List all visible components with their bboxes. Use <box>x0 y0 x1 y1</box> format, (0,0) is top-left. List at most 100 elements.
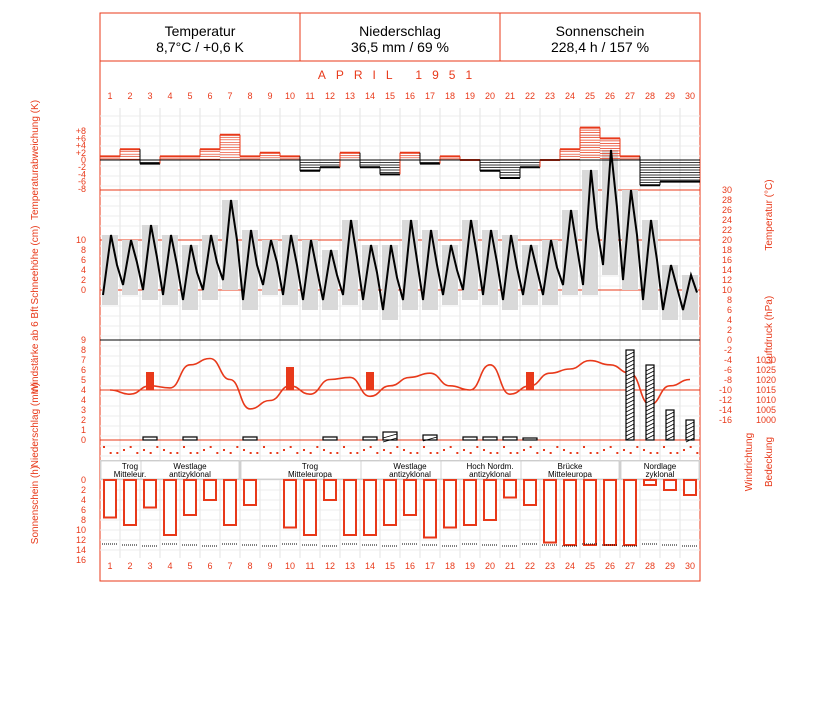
sunshine-bar <box>203 479 217 501</box>
temp-tick: -8 <box>724 375 732 385</box>
precip-hatch <box>625 383 635 389</box>
precip-hatch <box>665 411 675 417</box>
wind-dir-dot <box>496 452 499 454</box>
precip-hatch <box>625 371 635 377</box>
wind-dir-dot <box>523 449 525 451</box>
day-label: 13 <box>345 561 355 571</box>
temp-dev-bar <box>200 149 220 160</box>
precip-hatch <box>645 414 655 420</box>
precip-hatch <box>645 386 655 392</box>
temp-dev-bar <box>120 149 140 160</box>
sunshine-bar <box>663 479 677 491</box>
precip-bar <box>482 436 498 441</box>
sunshine-bar <box>323 479 337 501</box>
day-label: 13 <box>345 91 355 101</box>
wind-dir-dot <box>103 446 105 448</box>
precip-hatch <box>625 387 635 393</box>
pressure-tick: 1030 <box>756 355 776 365</box>
sunshine-bar <box>123 479 137 526</box>
precip-bar <box>362 436 378 441</box>
precip-hatch <box>625 427 635 433</box>
day-label: 17 <box>425 91 435 101</box>
precip-hatch <box>645 390 655 396</box>
temp-tick: 2 <box>727 325 732 335</box>
day-label: 18 <box>445 561 455 571</box>
axis-title-precip: Niederschlag (mm) <box>30 383 41 467</box>
day-label: 3 <box>147 561 152 571</box>
temp-dev-bar <box>300 160 320 171</box>
precip-hatch <box>625 435 635 441</box>
sunshine-bar <box>463 479 477 526</box>
wind-dir-dot <box>683 449 685 451</box>
day-label: 28 <box>645 91 655 101</box>
day-label: 26 <box>605 91 615 101</box>
pressure-tick: 1010 <box>756 395 776 405</box>
wind-tick: 8 <box>81 345 86 355</box>
sun-tick: 4 <box>81 495 86 505</box>
day-label: 12 <box>325 561 335 571</box>
wind-dir-dot <box>296 452 299 454</box>
axis-title-wind_dir: Windrichtung <box>744 433 755 491</box>
sunshine-bar <box>383 479 397 526</box>
day-label: 30 <box>685 561 695 571</box>
weather-type-label: Westlage <box>173 462 207 471</box>
wind-dir-dot <box>509 452 512 454</box>
precip-hatch <box>625 395 635 401</box>
sunshine-bar <box>243 479 257 506</box>
wind-dir-dot <box>149 452 152 454</box>
temp-tick: -4 <box>724 355 732 365</box>
temp-line <box>102 149 698 311</box>
wind-dir-dot <box>636 446 639 448</box>
temp-tick: 12 <box>722 275 732 285</box>
pressure-tick: 1000 <box>756 415 776 425</box>
wind-dir-dot <box>536 452 539 454</box>
precip-tick: 0 <box>81 435 86 445</box>
wind-dir-dot <box>116 452 119 454</box>
temp-tick: -14 <box>719 405 732 415</box>
axis-title-pressure: Luftdruck (hPa) <box>764 296 775 364</box>
precip-hatch <box>685 425 695 431</box>
wind-dir-dot <box>183 446 185 448</box>
day-label: 11 <box>305 561 314 571</box>
temp-tick: 16 <box>722 255 732 265</box>
precip-hatch <box>625 355 635 361</box>
sunshine-bar <box>503 479 517 499</box>
precip-hatch <box>685 433 695 439</box>
wind-dir-dot <box>596 452 599 454</box>
wind-dir-dot <box>343 446 345 448</box>
header-value-0: 8,7°C / +0,6 K <box>156 39 244 55</box>
day-label: 30 <box>685 91 695 101</box>
precip-tick: 2 <box>81 415 86 425</box>
day-label: 10 <box>285 91 295 101</box>
wind-dir-dot <box>283 449 285 451</box>
wind-dir-dot <box>229 452 232 454</box>
wind-dir-dot <box>576 452 579 454</box>
wind-dir-dot <box>396 446 399 448</box>
day-label: 8 <box>247 561 252 571</box>
day-label: 6 <box>207 561 212 571</box>
pressure-tick: 1015 <box>756 385 776 395</box>
precip-bar <box>462 436 478 441</box>
precip-hatch <box>625 431 635 437</box>
temp-tick: 20 <box>722 235 732 245</box>
precip-hatch <box>382 433 398 439</box>
day-label: 24 <box>565 561 575 571</box>
precip-hatch <box>645 434 655 440</box>
wind-dir-dot <box>169 452 172 454</box>
wind-dir-dot <box>316 446 319 448</box>
wind-dir-dot <box>163 449 165 451</box>
header-title-1: Niederschlag <box>359 23 441 39</box>
wind-dir-dot <box>336 452 339 454</box>
wind-bar <box>366 372 374 390</box>
day-label: 17 <box>425 561 435 571</box>
wind-dir-dot <box>289 446 292 448</box>
header-title-2: Sonnenschein <box>556 23 645 39</box>
day-label: 29 <box>665 561 675 571</box>
wind-dir-dot <box>329 452 332 454</box>
precip-hatch <box>665 415 675 421</box>
day-label: 10 <box>285 561 295 571</box>
precip-hatch <box>645 374 655 380</box>
wind-dir-dot <box>569 452 572 454</box>
day-label: 19 <box>465 91 475 101</box>
precip-hatch <box>645 382 655 388</box>
